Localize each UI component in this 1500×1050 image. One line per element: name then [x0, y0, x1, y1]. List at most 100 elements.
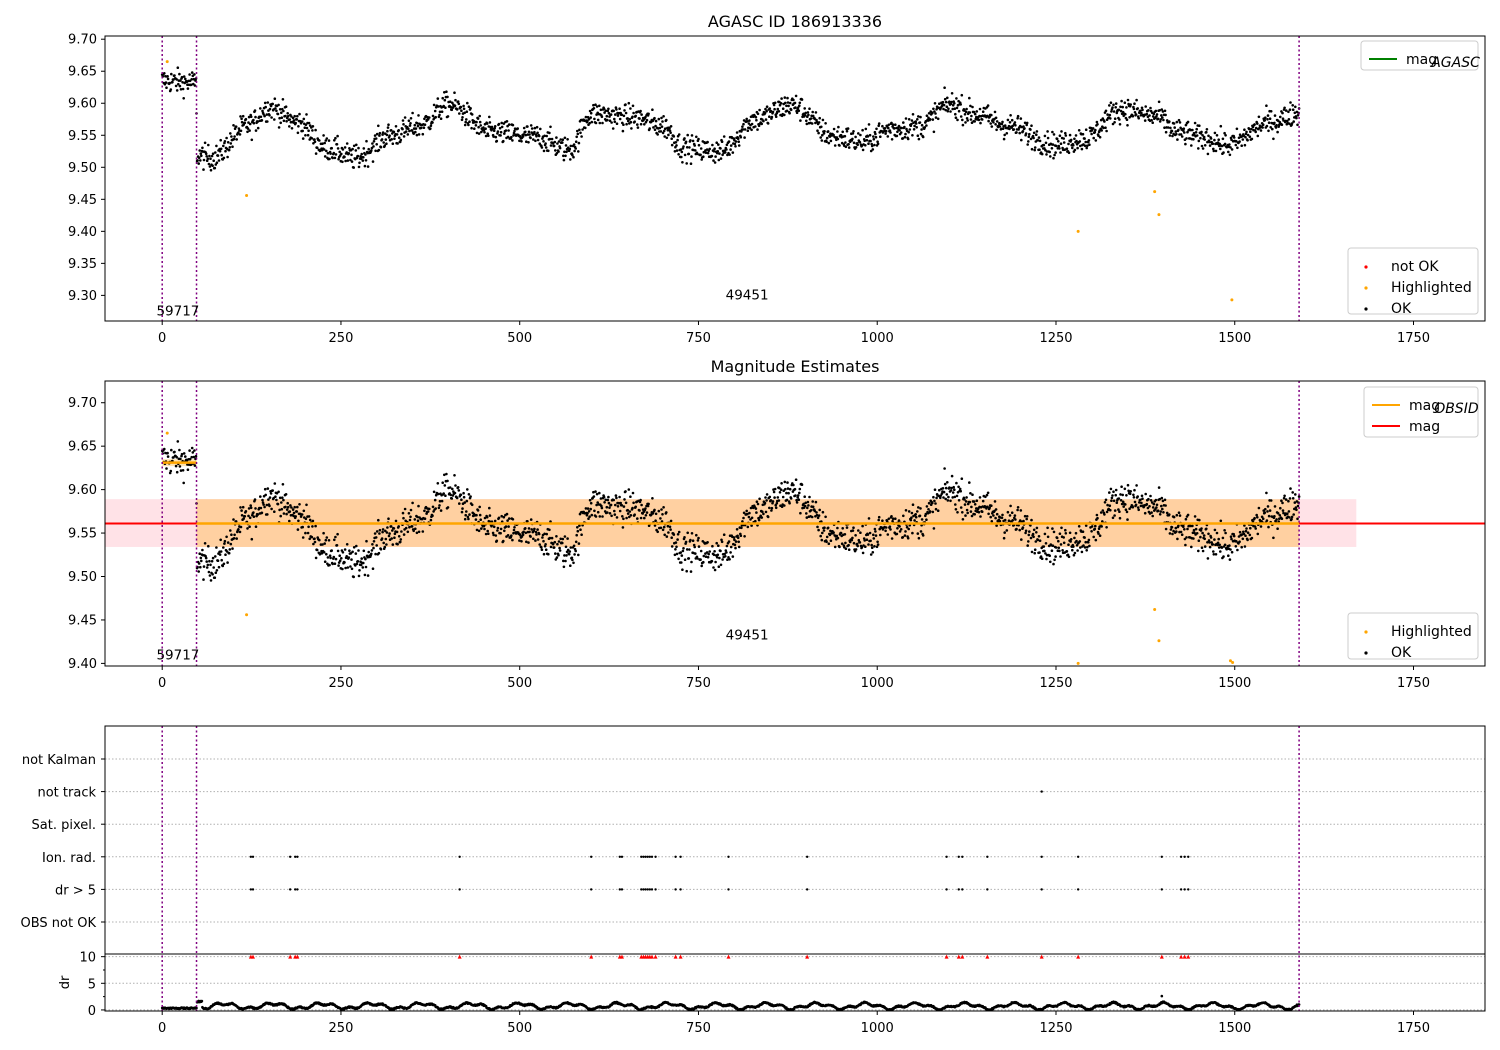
- ok-point: [1286, 119, 1289, 123]
- ok-point: [1109, 487, 1113, 491]
- agasc-y-tick-label: 9.70: [68, 33, 97, 48]
- ok-point: [274, 495, 277, 499]
- ok-point: [360, 152, 364, 156]
- ok-point: [620, 504, 624, 507]
- ok-point: [715, 556, 719, 559]
- ok-point: [1112, 490, 1115, 494]
- ok-point: [933, 488, 937, 492]
- ok-point: [1103, 120, 1106, 123]
- ok-point: [263, 487, 267, 491]
- ok-point: [841, 130, 844, 134]
- ok-point: [263, 114, 266, 118]
- ok-point: [433, 498, 437, 502]
- ok-point: [343, 155, 346, 159]
- ok-point: [748, 511, 751, 515]
- ok-point: [224, 553, 227, 556]
- ok-point: [1211, 142, 1215, 145]
- ok-point: [958, 487, 962, 491]
- ok-point: [1043, 532, 1047, 536]
- agasc-x-tick-label: 750: [686, 331, 711, 346]
- ok-point: [408, 129, 411, 133]
- ok-point: [1023, 121, 1027, 125]
- ok-point: [525, 140, 528, 143]
- ok-point: [708, 147, 711, 151]
- ok-point: [1065, 550, 1069, 553]
- ok-point: [972, 110, 976, 114]
- flag-point: [1187, 888, 1190, 891]
- ok-point: [783, 480, 787, 484]
- ok-point: [556, 542, 559, 546]
- ok-point: [910, 119, 914, 122]
- ok-point: [618, 107, 621, 110]
- ok-point: [496, 526, 500, 530]
- ok-point: [457, 489, 461, 492]
- ok-point: [1111, 494, 1114, 497]
- ok-point: [1276, 527, 1279, 530]
- ok-point: [943, 467, 946, 470]
- ok-point: [881, 519, 884, 522]
- ok-point: [1207, 539, 1211, 542]
- ok-point: [963, 503, 967, 506]
- ok-point: [1290, 515, 1294, 519]
- ok-point: [670, 137, 673, 140]
- ok-point: [757, 518, 761, 522]
- ok-point: [872, 135, 875, 138]
- ok-point: [1108, 113, 1112, 117]
- ok-point: [899, 528, 903, 531]
- ok-point: [613, 117, 616, 121]
- ok-point: [919, 115, 922, 119]
- ok-point: [470, 113, 474, 116]
- ok-point: [504, 525, 508, 528]
- ok-point: [1083, 536, 1086, 539]
- ok-point: [719, 549, 722, 553]
- ok-point: [604, 498, 607, 502]
- ok-point: [965, 117, 969, 120]
- ok-point: [990, 520, 994, 523]
- ok-point: [943, 482, 947, 486]
- ok-point: [1244, 132, 1248, 136]
- ok-point: [227, 148, 231, 152]
- ok-point: [1218, 543, 1221, 547]
- agasc-x-tick-label: 1250: [1039, 331, 1072, 346]
- ok-point: [1126, 124, 1129, 127]
- ok-point: [901, 137, 905, 140]
- ok-point: [1203, 144, 1207, 147]
- ok-point: [784, 487, 787, 491]
- ok-point: [577, 150, 580, 153]
- ok-point: [910, 511, 914, 515]
- ok-point: [334, 153, 338, 156]
- ok-point: [917, 115, 920, 118]
- ok-point: [1058, 147, 1061, 150]
- ok-point: [949, 489, 953, 492]
- ok-point: [907, 130, 910, 134]
- ok-point: [558, 146, 562, 150]
- ok-point: [569, 564, 572, 567]
- ok-point: [884, 129, 888, 133]
- ok-point: [1203, 545, 1207, 548]
- ok-point: [1103, 501, 1107, 504]
- ok-point: [375, 544, 379, 547]
- flag-point: [646, 888, 649, 891]
- ok-point: [959, 506, 963, 509]
- ok-point: [1259, 525, 1263, 528]
- ok-point: [796, 494, 800, 497]
- ok-point: [1060, 526, 1063, 530]
- ok-point: [644, 514, 648, 517]
- ok-point: [254, 507, 257, 510]
- ok-point: [480, 527, 483, 530]
- ok-point: [304, 134, 307, 137]
- ok-point: [274, 107, 277, 110]
- ok-point: [202, 565, 206, 568]
- agasc-x-tick-label: 1750: [1397, 331, 1430, 346]
- ok-point: [513, 129, 516, 133]
- ok-point: [995, 524, 998, 527]
- ok-point: [191, 451, 195, 454]
- ok-point: [1144, 492, 1147, 496]
- ok-point: [532, 138, 535, 141]
- ok-point: [605, 505, 609, 509]
- flag-point: [648, 855, 652, 858]
- ok-point: [917, 137, 921, 141]
- ok-point: [226, 541, 230, 544]
- ok-point: [1256, 134, 1260, 138]
- ok-point: [685, 146, 689, 149]
